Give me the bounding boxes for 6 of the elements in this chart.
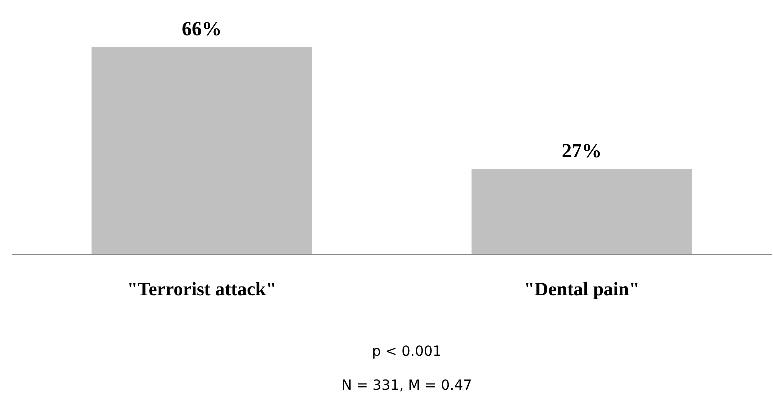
text: N = 331, M = 0.47	[342, 378, 472, 394]
x-tick-label: "Terrorist attack"	[127, 280, 277, 300]
text: p < 0.001	[372, 344, 442, 360]
x-tick-label: "Dental pain"	[524, 280, 640, 300]
data-label: 27%	[562, 140, 602, 163]
data-label: 66%	[182, 18, 222, 40]
